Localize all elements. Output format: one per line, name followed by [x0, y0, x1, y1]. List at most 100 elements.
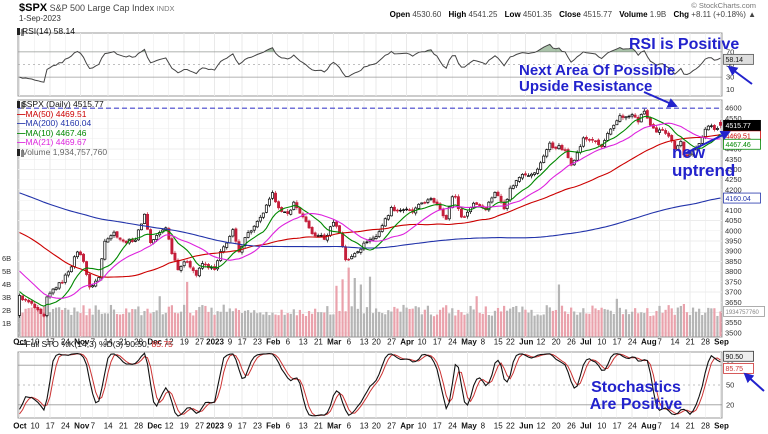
svg-text:85.75: 85.75: [726, 366, 744, 373]
svg-text:Sep: Sep: [714, 338, 729, 347]
svg-text:24: 24: [61, 338, 70, 347]
svg-text:10: 10: [726, 85, 734, 94]
indicator-icon: [17, 28, 20, 35]
chart-date: 1-Sep-2023: [19, 14, 61, 23]
index-name: S&P 500 Large Cap Index: [49, 3, 155, 13]
ma50-line: [19, 133, 721, 278]
svg-text:Oct: Oct: [13, 338, 27, 347]
volume-legend-text: Volume 1,934,757,760: [22, 146, 108, 157]
svg-text:13: 13: [360, 422, 369, 431]
svg-text:10: 10: [31, 338, 40, 347]
symbol: $SPX: [19, 2, 48, 14]
stoch-line-swatch: —: [17, 339, 26, 349]
svg-text:27: 27: [195, 422, 204, 431]
volume-bars-icon: [17, 148, 20, 156]
stoch-legend-d-value: 85.75: [151, 339, 173, 349]
svg-text:10: 10: [418, 422, 427, 431]
ma10-legend-text: MA(10) 4467.46: [25, 127, 87, 138]
svg-text:4050: 4050: [725, 216, 742, 225]
svg-text:20: 20: [552, 338, 561, 347]
rsi-legend: RSI(14) 58.14: [17, 26, 75, 37]
svg-text:Mar: Mar: [327, 422, 341, 431]
svg-text:21: 21: [119, 422, 128, 431]
svg-text:24: 24: [628, 338, 637, 347]
uptrend-arrow: [685, 131, 731, 154]
svg-text:Nov: Nov: [74, 422, 90, 431]
ma21-line: [19, 122, 721, 299]
svg-text:1B: 1B: [2, 319, 11, 328]
ma200-legend-text: MA(200) 4160.04: [25, 118, 92, 128]
svg-text:4350: 4350: [725, 155, 742, 164]
price-legend-main: $SPX (Daily) 4515.77: [17, 99, 107, 110]
svg-text:24: 24: [448, 422, 457, 431]
stoch-d-line: [19, 353, 721, 417]
svg-text:Jul: Jul: [580, 422, 592, 431]
chg-label: Chg: [673, 10, 690, 19]
chart-title: $SPX S&P 500 Large Cap Index INDX: [19, 2, 175, 14]
stoch-legend-text: Full STO %K(14,3) %D(3) 90.50,: [25, 339, 150, 349]
svg-text:28: 28: [134, 422, 143, 431]
svg-text:12: 12: [165, 422, 174, 431]
svg-text:13: 13: [360, 338, 369, 347]
svg-text:Dec: Dec: [147, 338, 162, 347]
svg-text:7: 7: [657, 338, 662, 347]
svg-text:10: 10: [31, 422, 40, 431]
svg-text:13: 13: [299, 422, 308, 431]
annotation-stoch-line2: Are Positive: [589, 395, 683, 413]
svg-text:58.14: 58.14: [726, 57, 744, 64]
volume-legend: Volume 1,934,757,760: [17, 146, 108, 158]
svg-text:4515.77: 4515.77: [726, 123, 751, 130]
ma200-legend: —MA(200) 4160.04: [17, 118, 107, 129]
svg-text:24: 24: [448, 338, 457, 347]
svg-text:2B: 2B: [2, 306, 11, 315]
annotation-resistance-line2: Upside Resistance: [519, 77, 653, 95]
svg-text:28: 28: [701, 338, 710, 347]
svg-text:23: 23: [253, 422, 262, 431]
svg-text:17: 17: [46, 422, 55, 431]
stockcharts-credit: © StockCharts.com: [691, 1, 756, 10]
svg-text:20: 20: [372, 422, 381, 431]
annotation-stochastics-positive: Stochastics Are Positive: [566, 379, 706, 414]
svg-text:Aug: Aug: [641, 338, 657, 347]
resistance-arrow: [643, 91, 678, 108]
svg-text:Dec: Dec: [147, 422, 162, 431]
high-value: 4541.25: [468, 10, 498, 19]
stoch-arrow: [743, 372, 765, 392]
price-legend-main-text: $SPX (Daily) 4515.77: [22, 99, 104, 109]
svg-text:20: 20: [552, 422, 561, 431]
price-legend: $SPX (Daily) 4515.77 —MA(50) 4469.51 —MA…: [17, 99, 108, 158]
close-label: Close: [559, 10, 581, 19]
svg-text:May: May: [461, 422, 477, 431]
svg-text:15: 15: [494, 422, 503, 431]
svg-text:20: 20: [372, 338, 381, 347]
svg-text:24: 24: [61, 422, 70, 431]
svg-text:4000: 4000: [725, 226, 742, 235]
svg-text:19: 19: [180, 338, 189, 347]
exchange: INDX: [156, 4, 175, 13]
svg-text:6: 6: [286, 338, 291, 347]
svg-text:6B: 6B: [2, 254, 11, 263]
ma50-legend: —MA(50) 4469.51: [17, 108, 107, 120]
rsi-arrow: [727, 65, 753, 85]
svg-text:4467.46: 4467.46: [726, 142, 751, 149]
svg-text:17: 17: [238, 338, 247, 347]
svg-text:17: 17: [613, 422, 622, 431]
svg-text:15: 15: [494, 338, 503, 347]
ma-line-swatch: —: [17, 108, 26, 119]
svg-text:17: 17: [238, 422, 247, 431]
candlesticks: [18, 108, 722, 318]
stoch-k-line: [19, 352, 721, 417]
svg-text:17: 17: [46, 338, 55, 347]
svg-text:4250: 4250: [725, 175, 742, 184]
svg-text:4469.51: 4469.51: [726, 134, 751, 141]
open-label: Open: [389, 10, 411, 19]
svg-text:21: 21: [686, 422, 695, 431]
volume-value: 1.9B: [649, 10, 667, 19]
svg-text:4200: 4200: [725, 185, 742, 194]
svg-text:4100: 4100: [725, 206, 742, 215]
svg-text:4550: 4550: [725, 114, 742, 123]
svg-text:8: 8: [481, 422, 486, 431]
open-value: 4530.60: [412, 10, 442, 19]
